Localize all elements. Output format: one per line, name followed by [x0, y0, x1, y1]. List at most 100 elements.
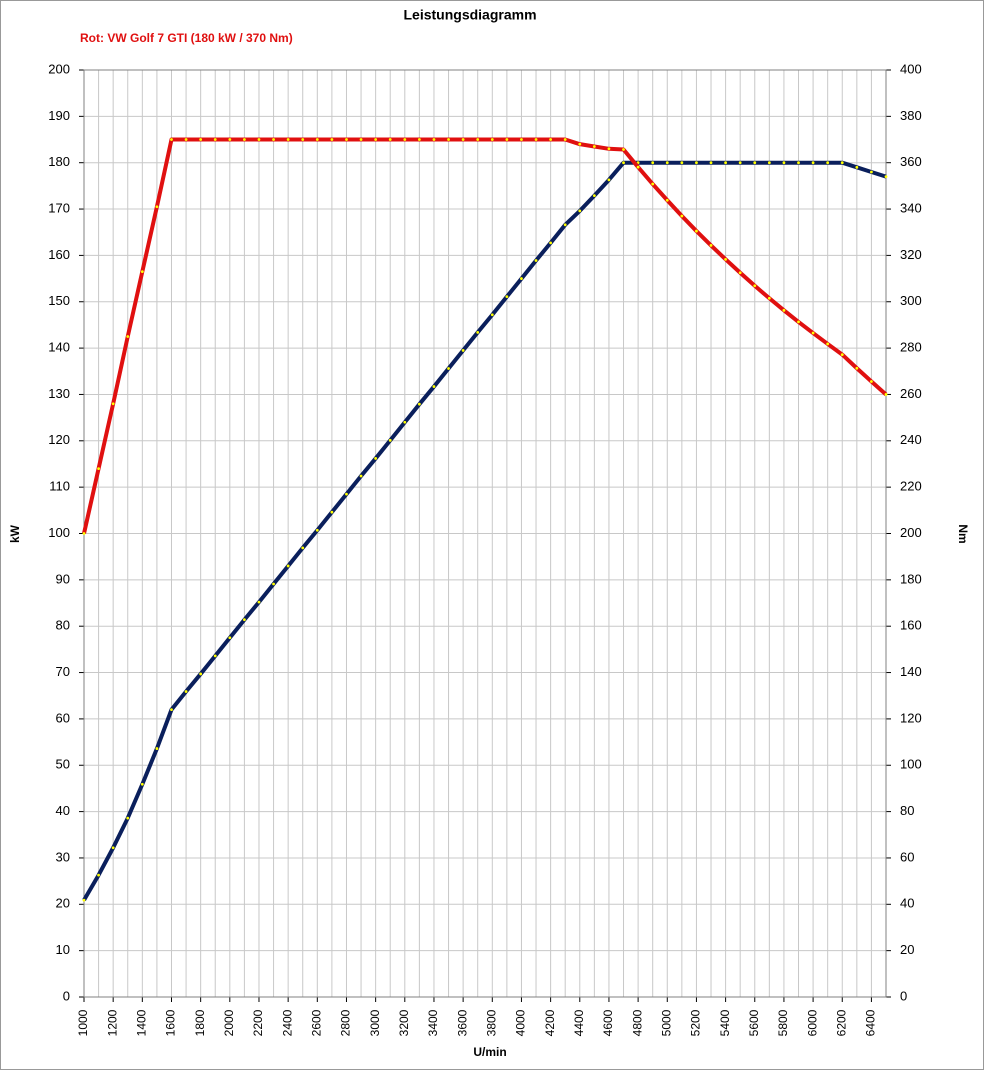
series-marker [345, 138, 348, 141]
series-marker [359, 138, 363, 141]
series-marker [476, 330, 480, 334]
chart-title: Leistungsdiagramm [403, 7, 536, 23]
series-marker [330, 510, 334, 514]
series-marker [374, 457, 378, 460]
x-tick-label: 2800 [339, 1009, 353, 1036]
y2-tick-label: 160 [900, 618, 922, 633]
x-tick-label: 4400 [572, 1009, 586, 1036]
series-marker [315, 138, 319, 141]
y-axis-label: kW [8, 524, 22, 543]
x-tick-label: 3800 [484, 1009, 498, 1036]
series-marker [782, 161, 786, 165]
series-marker [592, 194, 596, 198]
series-marker [782, 308, 786, 312]
x-tick-label: 3400 [426, 1009, 440, 1036]
chart-subtitle: Rot: VW Golf 7 GTI (180 kW / 370 Nm) [80, 31, 293, 45]
series-marker [476, 138, 480, 141]
series-marker [184, 138, 188, 141]
series-marker [505, 295, 509, 299]
series-marker [607, 178, 611, 182]
y2-tick-label: 400 [900, 61, 922, 76]
series-marker [855, 165, 859, 169]
series-marker [840, 161, 844, 165]
y2-tick-label: 380 [900, 108, 922, 123]
series-marker [724, 161, 727, 165]
series-marker [738, 271, 742, 275]
series-marker [126, 335, 130, 338]
series-marker [417, 138, 421, 141]
y-tick-label: 110 [49, 479, 70, 494]
series-marker [111, 846, 115, 850]
y-tick-label: 90 [56, 571, 70, 586]
series-marker [826, 161, 830, 165]
series-marker [534, 259, 538, 262]
series-marker [811, 331, 815, 335]
series-marker [709, 244, 713, 247]
series-marker [345, 492, 348, 496]
series-marker [403, 138, 407, 141]
series-marker [534, 138, 538, 141]
series-marker [870, 380, 873, 383]
y2-tick-label: 320 [900, 247, 922, 262]
y2-tick-label: 360 [900, 154, 922, 169]
x-tick-label: 3600 [455, 1009, 469, 1036]
series-marker [549, 241, 553, 245]
series-marker [126, 816, 130, 820]
y-tick-label: 170 [48, 200, 70, 215]
y2-tick-label: 80 [900, 803, 914, 818]
x-tick-label: 6000 [805, 1009, 819, 1036]
series-marker [695, 229, 698, 233]
y-tick-label: 80 [56, 618, 70, 633]
x-tick-label: 4200 [543, 1009, 557, 1036]
series-marker [388, 438, 392, 442]
y-tick-label: 100 [48, 525, 70, 540]
y-tick-label: 30 [56, 849, 70, 864]
series-marker [870, 170, 873, 174]
series-marker [155, 205, 159, 209]
series-marker [388, 138, 392, 141]
y2-tick-label: 340 [900, 200, 922, 215]
series-marker [811, 161, 815, 165]
series-marker [520, 138, 523, 141]
series-marker [111, 402, 115, 406]
y-tick-label: 180 [48, 154, 70, 169]
y-tick-label: 60 [56, 710, 70, 725]
x-axis-label: U/min [473, 1045, 506, 1059]
y-tick-label: 150 [48, 293, 70, 308]
series-marker [82, 898, 86, 902]
x-tick-label: 2400 [280, 1009, 294, 1036]
series-marker [257, 600, 261, 604]
series-marker [213, 654, 217, 658]
x-tick-label: 2200 [251, 1009, 265, 1036]
y2-tick-label: 260 [900, 386, 922, 401]
series-marker [374, 138, 378, 141]
y-tick-label: 190 [48, 108, 70, 123]
series-marker [578, 142, 582, 146]
x-tick-label: 4800 [630, 1009, 644, 1036]
y-tick-label: 50 [56, 757, 70, 772]
series-marker [520, 277, 523, 280]
series-marker [724, 257, 727, 261]
series-marker [315, 528, 319, 532]
x-tick-label: 5600 [747, 1009, 761, 1036]
series-marker [417, 402, 421, 406]
series-line [82, 160, 887, 902]
series-marker [490, 138, 494, 141]
x-tick-label: 5000 [659, 1009, 673, 1036]
series-marker [301, 138, 305, 141]
series-marker [272, 582, 275, 586]
y-tick-label: 20 [56, 896, 70, 911]
series-marker [432, 385, 436, 388]
y2-tick-label: 0 [900, 988, 907, 1003]
y2-tick-label: 20 [900, 942, 914, 957]
y2-tick-label: 200 [900, 525, 922, 540]
series-marker [680, 161, 684, 165]
series-marker [199, 138, 203, 141]
series-marker [155, 747, 159, 750]
series-marker [563, 223, 567, 227]
x-tick-label: 2600 [309, 1009, 323, 1036]
y-tick-label: 140 [48, 340, 70, 355]
y2-tick-label: 180 [900, 571, 922, 586]
series-marker [97, 873, 100, 877]
